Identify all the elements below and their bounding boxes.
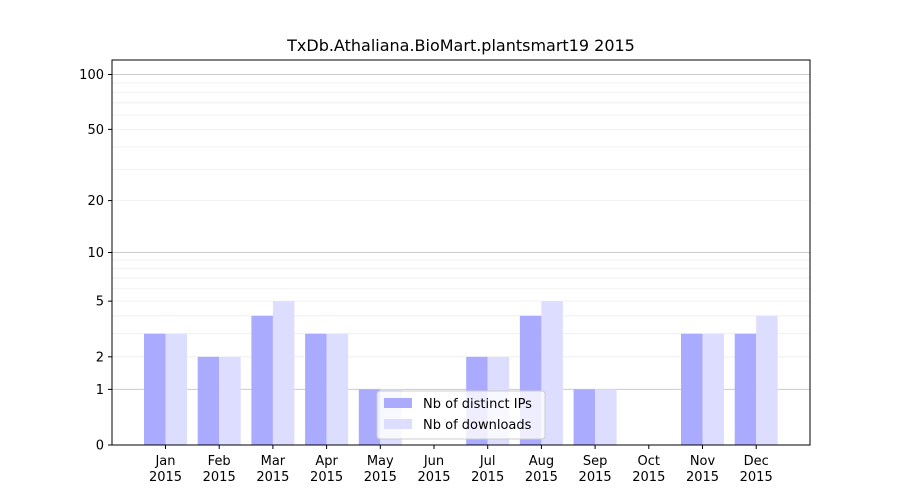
bar-downloads <box>702 333 724 445</box>
x-tick-label: Mar 2015 <box>256 454 289 485</box>
x-tick-label: Jan 2015 <box>149 454 182 485</box>
y-tick-label: 50 <box>87 123 104 138</box>
x-tick-label: Jul 2015 <box>471 454 504 485</box>
y-tick-label: 2 <box>96 350 104 365</box>
bar-downloads <box>756 315 778 445</box>
bar-downloads <box>541 301 563 445</box>
x-tick-label: Sep 2015 <box>579 454 612 485</box>
bar-distinct-ips <box>144 333 166 445</box>
x-tick-label: Nov 2015 <box>686 454 719 485</box>
y-tick-label: 0 <box>96 439 104 454</box>
bar-distinct-ips <box>681 333 703 445</box>
bar-downloads <box>326 333 349 445</box>
bar-downloads <box>219 356 241 445</box>
legend-label-distinct-ips: Nb of distinct IPs <box>423 397 532 412</box>
legend-label-downloads: Nb of downloads <box>423 418 532 433</box>
legend-box <box>376 390 546 440</box>
x-tick-label: Feb 2015 <box>203 454 236 485</box>
bar-distinct-ips <box>305 333 327 445</box>
y-tick-label: 5 <box>96 295 104 310</box>
bar-distinct-ips <box>358 389 381 445</box>
chart-title: TxDb.Athaliana.BioMart.plantsmart19 2015 <box>286 36 635 55</box>
bar-distinct-ips <box>734 333 757 445</box>
bar-downloads <box>165 333 187 445</box>
bar-distinct-ips <box>197 356 220 445</box>
legend-swatch-downloads <box>384 419 412 429</box>
grid-layer <box>112 74 810 390</box>
x-tick-label: Aug 2015 <box>525 454 558 485</box>
x-axis: Jan 2015 Feb 2015 Mar 2015 Apr 2015 May 2015 Jun 20… <box>149 445 773 485</box>
legend-swatch-distinct-ips <box>384 398 412 408</box>
y-tick-label: 1 <box>96 383 104 398</box>
y-tick-label: 20 <box>87 194 104 209</box>
x-tick-label: Apr 2015 <box>310 454 343 485</box>
bar-downloads <box>272 301 295 445</box>
x-tick-label: May 2015 <box>364 454 397 485</box>
y-tick-label: 10 <box>87 246 104 261</box>
x-tick-label: Jun 2015 <box>417 454 450 485</box>
y-axis: 0 1 2 5 10 20 50 100 <box>79 68 112 454</box>
x-tick-label: Dec 2015 <box>740 454 773 485</box>
legend: Nb of distinct IPs Nb of downloads <box>376 390 546 440</box>
x-tick-label: Oct 2015 <box>632 454 665 485</box>
bar-distinct-ips <box>573 389 596 445</box>
y-tick-label: 100 <box>79 68 104 83</box>
bar-distinct-ips <box>251 315 273 445</box>
bar-downloads <box>595 389 617 445</box>
